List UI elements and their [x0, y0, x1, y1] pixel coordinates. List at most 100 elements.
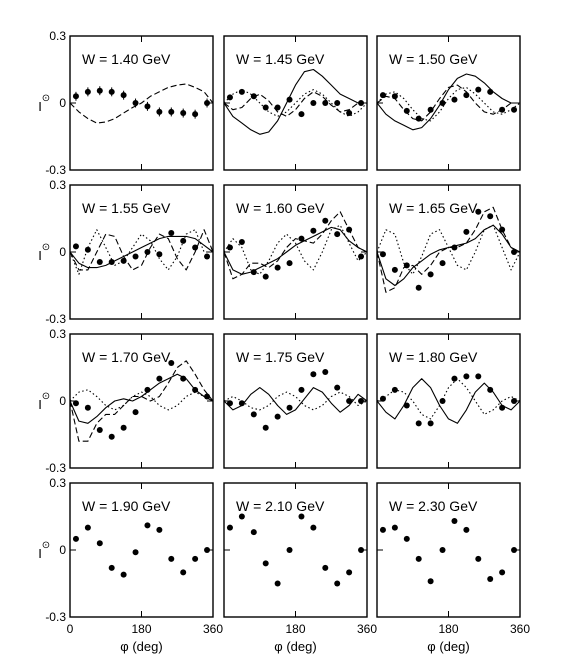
curve-solid: [70, 235, 213, 269]
data-point: [108, 433, 115, 440]
y-tick-label: -0.3: [45, 461, 66, 475]
data-point: [358, 253, 365, 260]
panel-label: W = 1.45 GeV: [236, 51, 325, 67]
data-point: [168, 360, 175, 367]
data-point: [226, 524, 233, 531]
data-point: [192, 111, 199, 118]
data-point: [451, 244, 458, 251]
data-point: [226, 94, 233, 101]
panel-label: W = 2.30 GeV: [389, 498, 478, 514]
data-point: [499, 106, 506, 113]
data-point: [391, 386, 398, 393]
data-point: [475, 373, 482, 380]
data-point: [180, 569, 187, 576]
data-point: [96, 540, 103, 547]
data-point: [250, 93, 257, 100]
data-point: [274, 264, 281, 271]
panel-label: W = 2.10 GeV: [236, 498, 325, 514]
data-point: [84, 88, 91, 95]
data-point: [144, 386, 151, 393]
data-point: [379, 526, 386, 533]
panel-8: W = 1.75 GeV: [223, 333, 368, 469]
y-tick-label: 0: [59, 245, 66, 259]
data-point: [262, 560, 269, 567]
data-point: [415, 284, 422, 291]
y-axis-label: I: [38, 397, 42, 412]
data-point: [322, 368, 329, 375]
data-point: [499, 226, 506, 233]
data-point: [120, 424, 127, 431]
data-point: [511, 547, 518, 553]
data-point: [403, 402, 410, 409]
data-point: [487, 386, 494, 393]
data-point: [439, 547, 446, 553]
data-point: [250, 411, 257, 418]
curve-solid: [224, 387, 367, 415]
data-point: [226, 400, 233, 407]
data-point: [334, 580, 341, 587]
data-point: [120, 92, 127, 99]
data-point: [379, 395, 386, 402]
data-point: [403, 262, 410, 269]
data-point: [310, 227, 317, 234]
data-point: [180, 110, 187, 117]
data-point: [403, 535, 410, 542]
data-point: [238, 88, 245, 95]
data-point: [120, 571, 127, 578]
data-point: [262, 273, 269, 280]
x-tick-label: 180: [285, 622, 305, 636]
data-point: [427, 106, 434, 113]
data-point: [250, 529, 257, 536]
data-point: [439, 260, 446, 267]
data-point: [238, 238, 245, 245]
curve-dashed: [70, 83, 213, 124]
data-point: [334, 100, 341, 106]
data-point: [427, 420, 434, 427]
data-point: [463, 526, 470, 533]
data-point: [180, 375, 187, 382]
y-tick-label: -0.3: [45, 163, 66, 177]
data-point: [204, 393, 211, 400]
panel-2: W = 1.45 GeV: [223, 35, 368, 171]
curve-dotted: [377, 378, 520, 420]
x-tick-label: 360: [510, 622, 530, 636]
data-point: [286, 547, 293, 553]
data-point: [168, 555, 175, 562]
panel-label: W = 1.70 GeV: [82, 349, 171, 365]
data-point: [391, 93, 398, 100]
panel-6: W = 1.65 GeV: [376, 184, 521, 320]
data-point: [168, 230, 175, 237]
data-point: [298, 386, 305, 393]
data-point: [84, 246, 91, 253]
y-tick-label: -0.3: [45, 312, 66, 326]
data-point: [238, 513, 245, 520]
data-point: [204, 547, 211, 553]
panel-3: W = 1.50 GeV: [376, 35, 521, 171]
panel-12: 180 360 φ (deg) W = 2.30 GeV: [376, 482, 530, 654]
data-point: [156, 526, 163, 533]
data-point: [72, 93, 79, 100]
data-point: [346, 226, 353, 233]
y-axis-label-superscript: ⊙: [42, 242, 50, 253]
data-point: [427, 271, 434, 278]
panel-7: -0.3 0 0.3 I⊙ W = 1.70 GeV: [38, 327, 214, 475]
data-point: [192, 555, 199, 562]
data-point: [286, 96, 293, 103]
data-point: [487, 213, 494, 220]
data-point: [499, 404, 506, 411]
curve-solid: [377, 73, 520, 131]
curve-solid: [377, 378, 520, 424]
data-point: [144, 103, 151, 110]
curve-dotted: [377, 224, 520, 275]
data-point: [403, 107, 410, 114]
data-point: [415, 115, 422, 122]
data-point: [144, 249, 151, 255]
y-axis-label-superscript: ⊙: [42, 93, 50, 104]
data-point: [463, 228, 470, 235]
data-point: [72, 400, 79, 407]
data-point: [144, 522, 151, 529]
data-point: [298, 513, 305, 520]
data-point: [156, 108, 163, 115]
data-point: [262, 104, 269, 111]
data-point: [168, 108, 175, 115]
